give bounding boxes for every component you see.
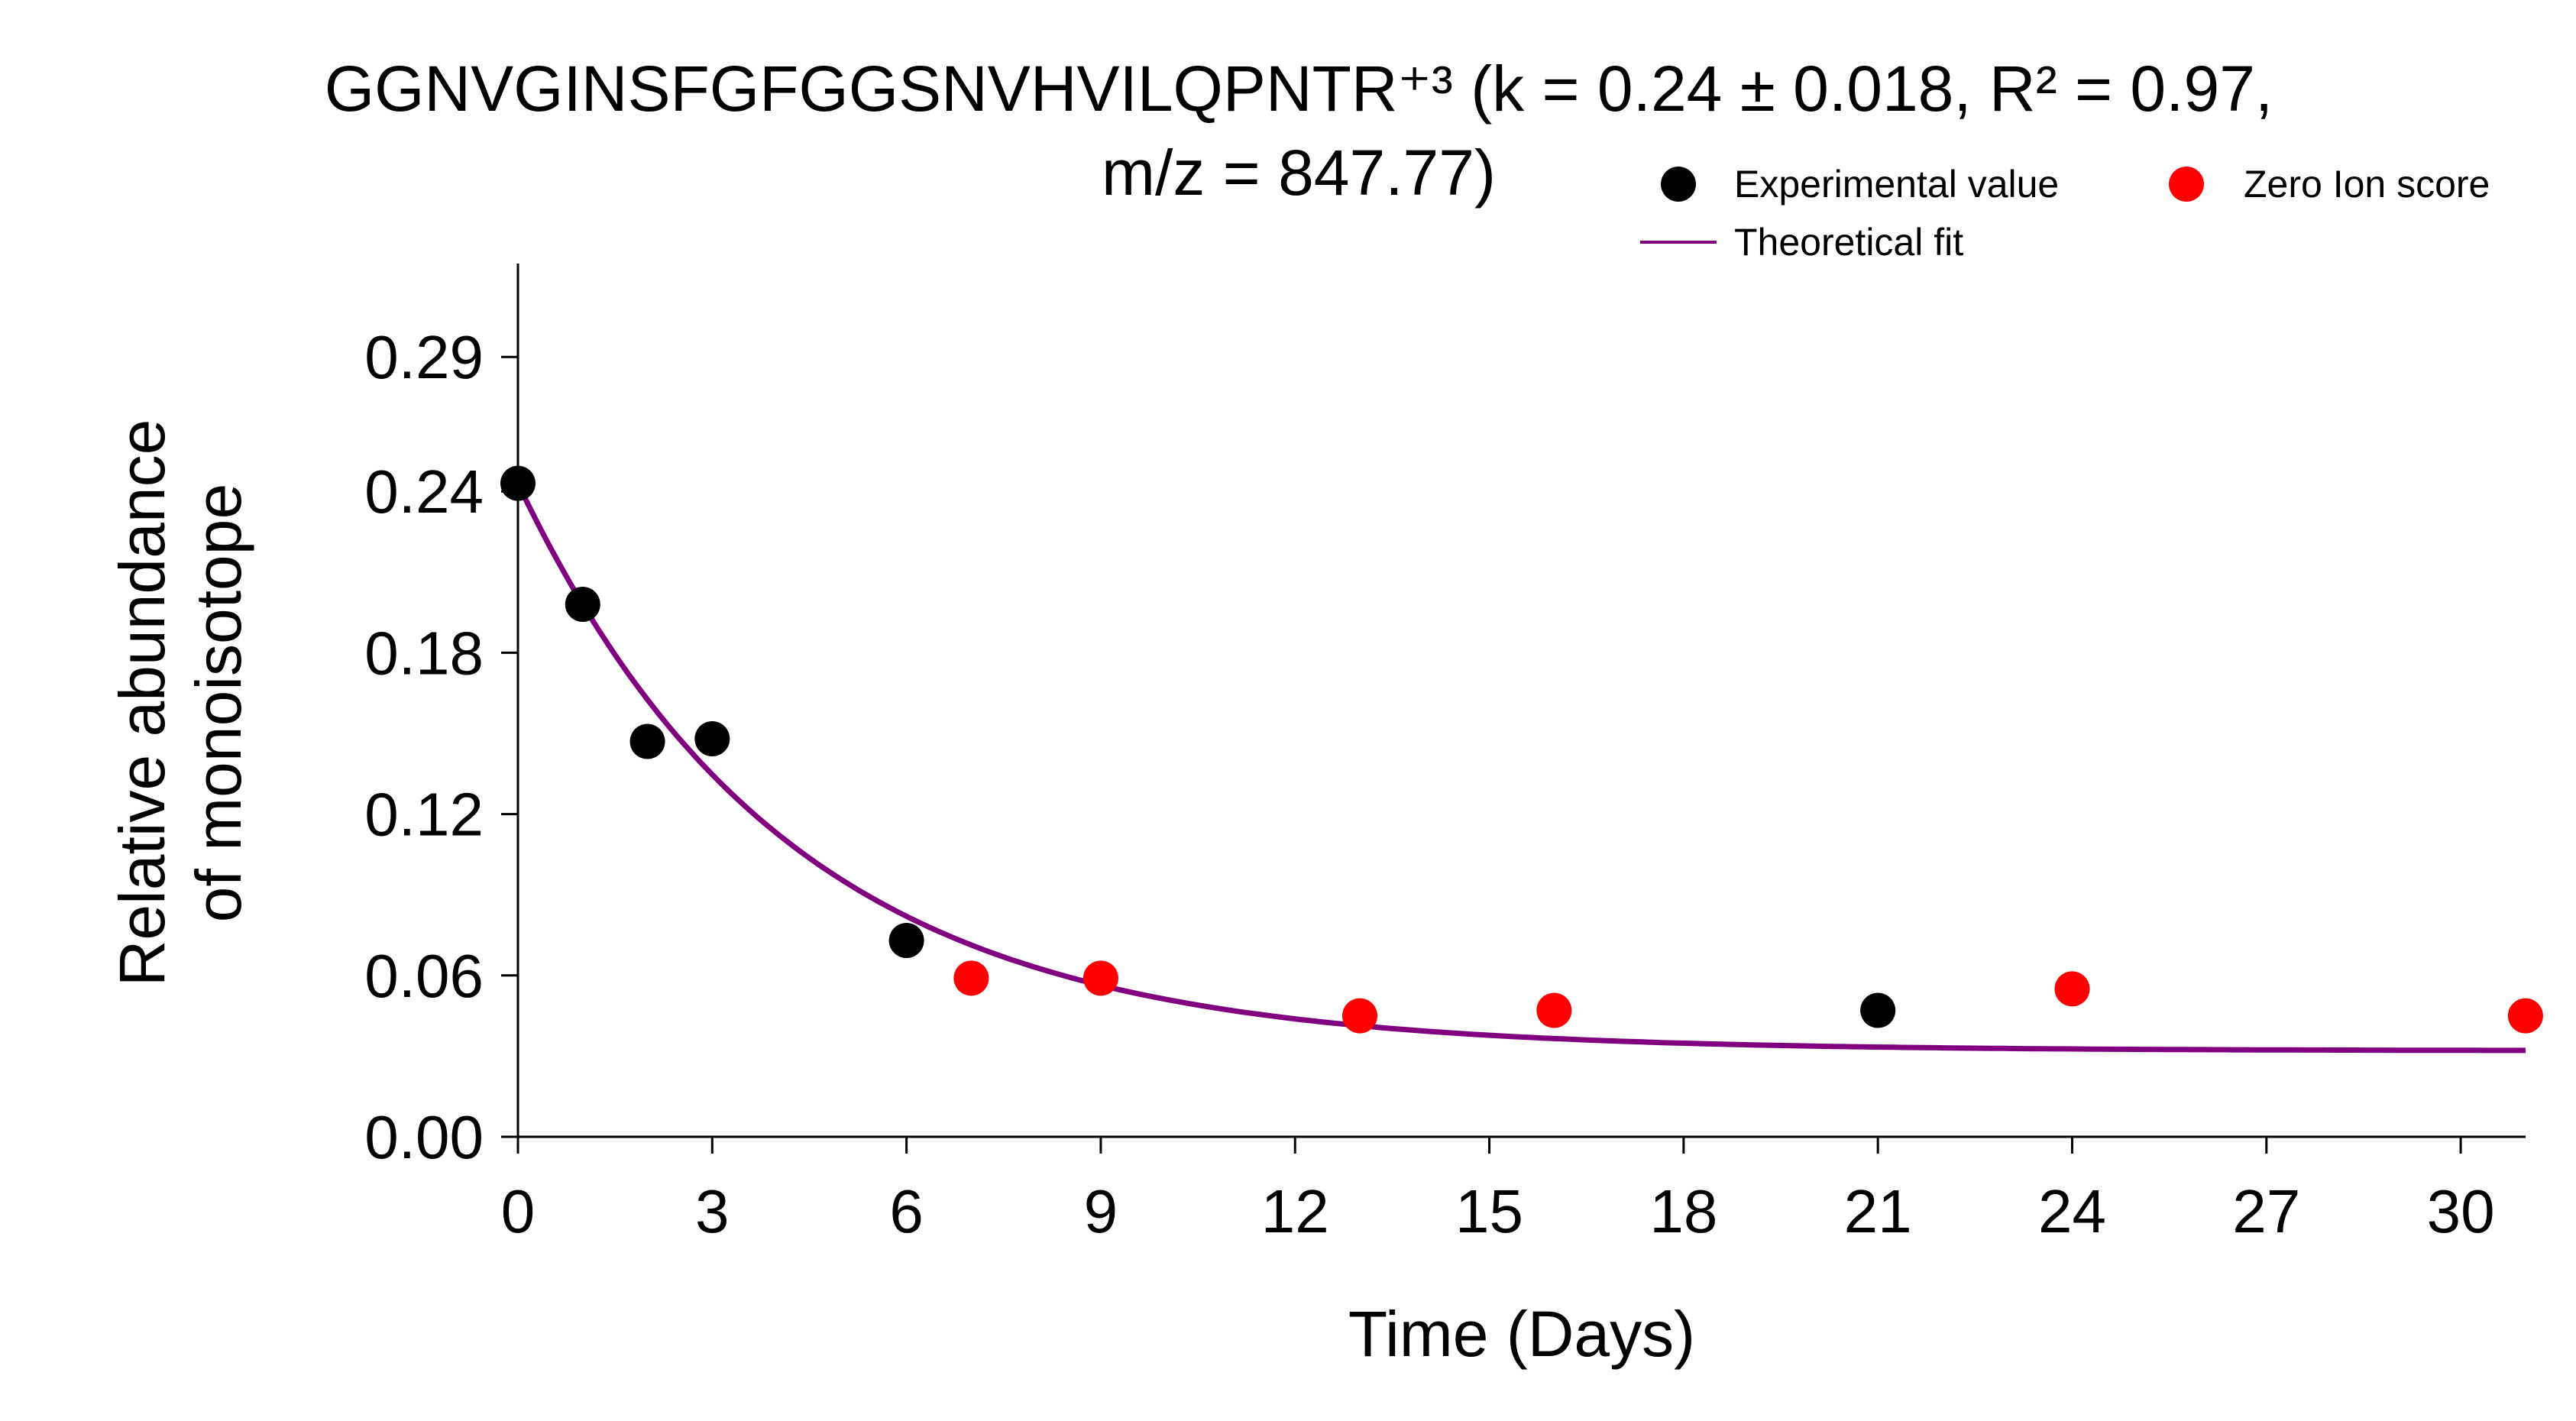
legend-label-theoretical-fit: Theoretical fit <box>1734 221 1963 264</box>
data-point-zero-ion-score <box>1342 998 1378 1034</box>
series-line-theoretical-fit <box>515 482 2526 1054</box>
x-tick-label: 24 <box>2038 1177 2106 1245</box>
data-point-zero-ion-score <box>953 960 989 996</box>
x-tick-label: 0 <box>501 1177 536 1245</box>
x-tick-label: 12 <box>1261 1177 1329 1245</box>
x-axis: 0 3 6 9 12 15 18 21 24 27 30 <box>501 1135 2526 1245</box>
y-tick-label: 0.00 <box>364 1103 484 1171</box>
legend: Experimental value Zero Ion score Theore… <box>1640 163 2490 264</box>
legend-label-experimental: Experimental value <box>1734 163 2059 206</box>
legend-marker-experimental <box>1661 167 1696 202</box>
y-tick-label: 0.12 <box>364 781 484 849</box>
x-tick-label: 15 <box>1455 1177 1523 1245</box>
chart-title-line1: GGNVGINSFGFGGSNVHVILQPNTR⁺³ (k = 0.24 ± … <box>325 53 2273 125</box>
y-axis: 0.00 0.06 0.12 0.18 0.24 0.29 <box>364 264 519 1171</box>
data-point-experimental-value <box>629 723 665 759</box>
y-tick-label: 0.06 <box>364 942 484 1010</box>
data-point-experimental-value <box>1860 992 1896 1028</box>
x-tick-label: 18 <box>1649 1177 1717 1245</box>
data-point-zero-ion-score <box>1536 992 1572 1028</box>
y-tick-label: 0.18 <box>364 619 484 687</box>
chart-title-line2: m/z = 847.77) <box>1102 137 1496 209</box>
y-tick-label: 0.29 <box>364 323 484 391</box>
x-ticks: 0 3 6 9 12 15 18 21 24 27 30 <box>501 1137 2495 1245</box>
plot-area <box>500 465 2543 1054</box>
data-point-experimental-value <box>888 923 924 959</box>
x-tick-label: 6 <box>889 1177 924 1245</box>
x-tick-label: 30 <box>2427 1177 2495 1245</box>
data-point-experimental-value <box>565 587 600 623</box>
data-point-zero-ion-score <box>2507 998 2543 1034</box>
x-axis-title: Time (Days) <box>1348 1298 1695 1370</box>
data-point-zero-ion-score <box>2054 971 2090 1007</box>
y-ticks: 0.00 0.06 0.12 0.18 0.24 0.29 <box>364 323 518 1171</box>
legend-label-zero-ion: Zero Ion score <box>2244 163 2490 206</box>
y-axis-title-line2: of monoisotope <box>183 484 254 922</box>
x-tick-label: 21 <box>1844 1177 1912 1245</box>
data-point-experimental-value <box>694 721 730 757</box>
x-tick-label: 3 <box>695 1177 730 1245</box>
y-axis-title: Relative abundance of monoisotope <box>106 419 254 987</box>
legend-marker-zero-ion <box>2169 167 2204 202</box>
x-tick-label: 9 <box>1084 1177 1118 1245</box>
y-axis-title-line1: Relative abundance <box>106 419 178 987</box>
data-point-zero-ion-score <box>1083 960 1118 996</box>
y-tick-label: 0.24 <box>364 458 484 526</box>
data-point-experimental-value <box>500 465 536 501</box>
x-tick-label: 27 <box>2232 1177 2300 1245</box>
